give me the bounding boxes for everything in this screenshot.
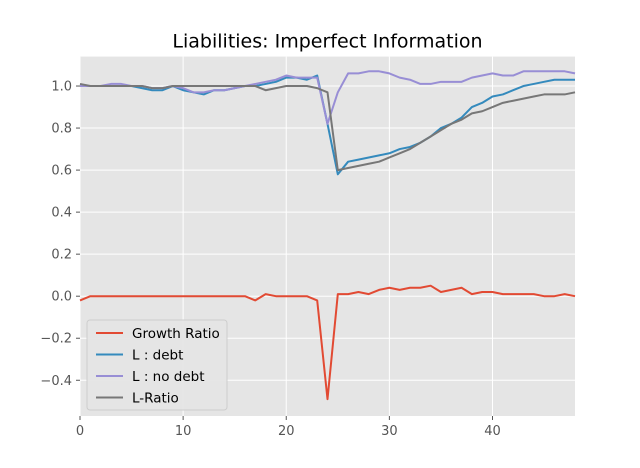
series-line-growth-ratio bbox=[79, 284, 576, 401]
y-tick-label: 0.8 bbox=[51, 122, 72, 137]
x-tick-label: 0 bbox=[76, 424, 84, 439]
y-tick-label: 0.0 bbox=[51, 290, 72, 305]
y-tick-label: −0.4 bbox=[40, 374, 72, 389]
x-tick-label: 40 bbox=[484, 424, 501, 439]
series-lines bbox=[79, 70, 576, 401]
legend: Growth Ratio L : debt L : no debt L-Ratio bbox=[86, 319, 228, 411]
legend-label: L-Ratio bbox=[132, 390, 179, 406]
chart-title: Liabilities: Imperfect Information bbox=[172, 31, 482, 53]
y-tick-label: 0.2 bbox=[51, 248, 72, 263]
legend-label: L : no debt bbox=[132, 369, 205, 385]
legend-label: L : debt bbox=[132, 347, 183, 363]
legend-box bbox=[86, 319, 228, 411]
y-tick-label: 0.6 bbox=[51, 164, 72, 179]
y-axis-ticks: −0.4 −0.2 0.0 0.2 0.4 0.6 0.8 1.0 bbox=[40, 80, 80, 389]
x-axis-ticks: 0 10 20 30 40 bbox=[76, 416, 501, 439]
y-tick-label: 1.0 bbox=[51, 80, 72, 95]
legend-label: Growth Ratio bbox=[132, 326, 220, 342]
x-tick-label: 10 bbox=[175, 424, 192, 439]
series-line-l-ratio bbox=[79, 82, 576, 172]
x-tick-label: 20 bbox=[278, 424, 295, 439]
y-tick-label: 0.4 bbox=[51, 206, 72, 221]
x-tick-label: 30 bbox=[381, 424, 398, 439]
y-tick-label: −0.2 bbox=[40, 332, 72, 347]
